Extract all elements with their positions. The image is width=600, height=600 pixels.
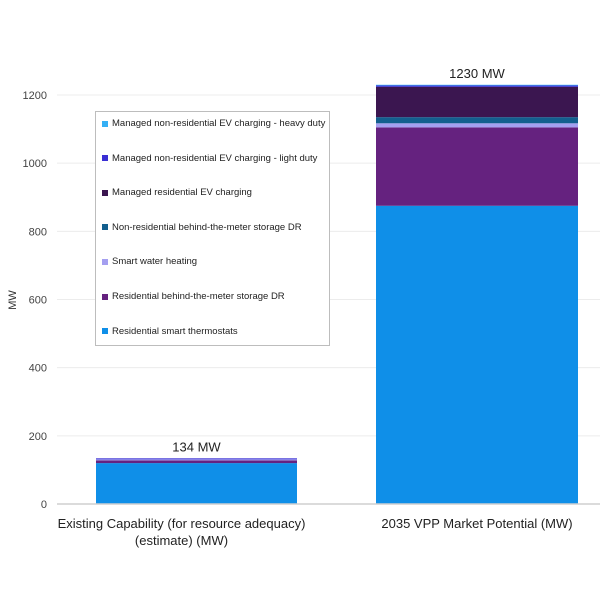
bar-total-label: 1230 MW: [449, 66, 505, 81]
bar-segment: [96, 459, 297, 461]
bar-segment: [96, 463, 297, 504]
legend-item: Managed non-residential EV charging - li…: [102, 153, 317, 164]
category-label: (estimate) (MW): [135, 533, 228, 548]
bar-segment: [96, 458, 297, 460]
legend-swatch: [102, 155, 108, 162]
category-label: Existing Capability (for resource adequa…: [58, 516, 306, 531]
legend-item: Smart water heating: [102, 256, 197, 267]
category-label: 2035 VPP Market Potential (MW): [381, 516, 572, 531]
y-tick-label: 800: [29, 226, 47, 238]
bar-segment: [376, 85, 578, 87]
legend-item: Managed residential EV charging: [102, 187, 252, 198]
legend-label: Managed non-residential EV charging - he…: [112, 118, 326, 129]
legend-item: Non-residential behind-the-meter storage…: [102, 222, 302, 233]
legend-swatch: [102, 293, 108, 300]
legend-label: Residential behind-the-meter storage DR: [112, 291, 285, 302]
category-labels: Existing Capability (for resource adequa…: [58, 516, 573, 548]
legend-label: Smart water heating: [112, 256, 198, 268]
y-axis-ticks: 0 200 400 600 800 1000 1200: [23, 90, 47, 511]
legend: Managed non-residential EV charging - he…: [95, 111, 330, 346]
bar-segment: [96, 460, 297, 464]
y-tick-label: 0: [41, 499, 47, 511]
y-tick-label: 1200: [23, 90, 47, 102]
legend-swatch: [102, 224, 108, 231]
bar-segment: [376, 127, 578, 206]
legend-item: Managed non-residential EV charging - he…: [102, 118, 325, 129]
legend-swatch: [102, 189, 108, 196]
bar-segment: [376, 84, 578, 86]
legend-swatch: [102, 328, 108, 335]
y-axis-title: MW: [7, 290, 19, 310]
y-tick-label: 200: [29, 431, 47, 443]
bar-segment: [376, 205, 578, 505]
bar-total-label: 134 MW: [172, 439, 221, 454]
bar-segment: [376, 123, 578, 128]
legend-label: Non-residential behind-the-meter storage…: [112, 221, 302, 233]
legend-label: Managed residential EV charging: [112, 187, 252, 199]
legend-label: Residential smart thermostats: [112, 325, 238, 337]
bar-segment: [376, 117, 578, 124]
legend-swatch: [102, 120, 108, 127]
legend-item: Residential smart thermostats: [102, 326, 238, 337]
y-tick-label: 600: [29, 295, 47, 307]
y-tick-label: 1000: [23, 158, 47, 170]
bars: [96, 84, 578, 505]
y-tick-label: 400: [29, 363, 47, 375]
bar-segment: [376, 86, 578, 118]
legend-item: Residential behind-the-meter storage DR: [102, 291, 285, 302]
total-labels: 134 MW 1230 MW: [172, 66, 505, 455]
legend-label: Managed non-residential EV charging - li…: [112, 152, 318, 164]
legend-swatch: [102, 258, 108, 265]
